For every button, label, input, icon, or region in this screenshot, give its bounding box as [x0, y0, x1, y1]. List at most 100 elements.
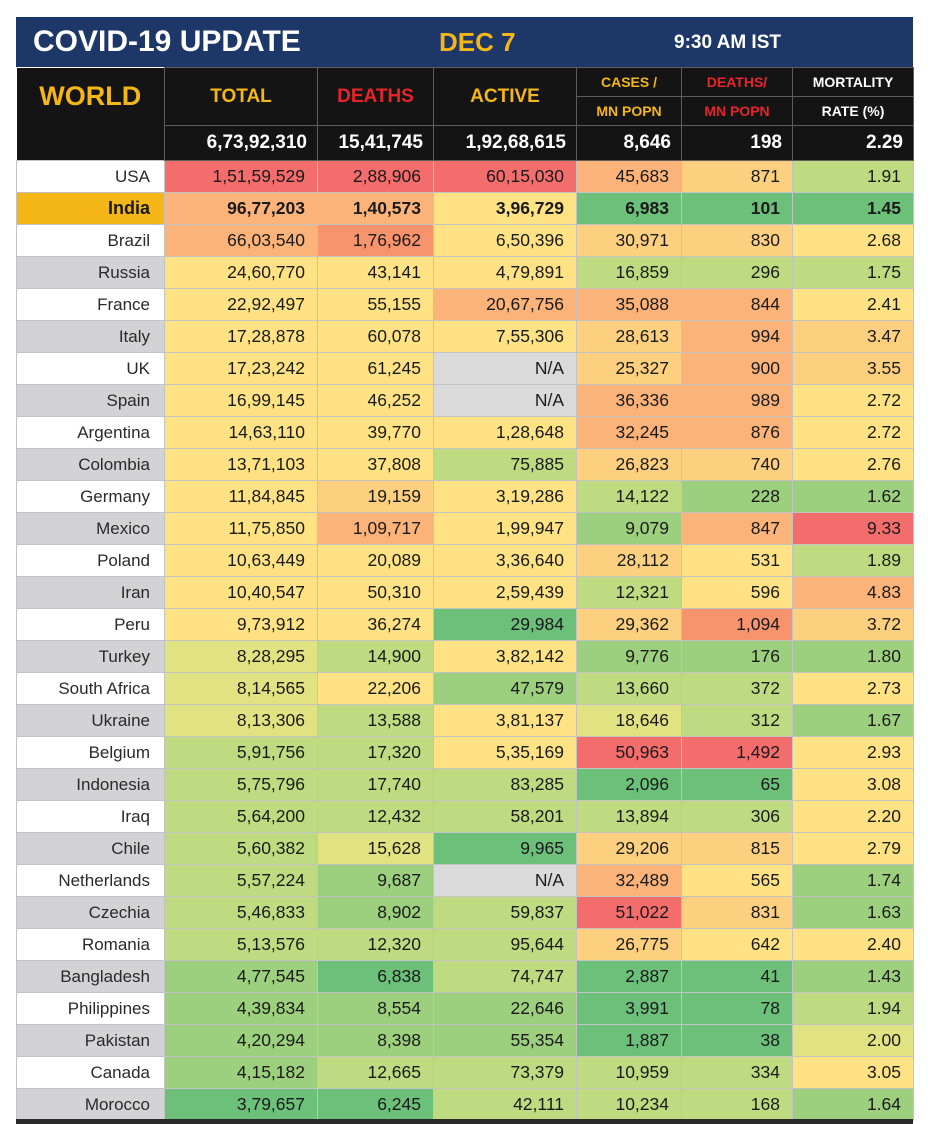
- bottom-bar: [16, 1119, 913, 1124]
- cell-cases-per-mn: 26,775: [576, 928, 682, 961]
- country-name: Belgium: [16, 736, 165, 769]
- cell-cases-per-mn: 32,489: [576, 864, 682, 897]
- country-name: Germany: [16, 480, 165, 513]
- column-header-active: ACTIVE: [433, 67, 577, 126]
- cell-deaths-per-mn: 876: [681, 416, 793, 449]
- cell-active: 1,28,648: [433, 416, 577, 449]
- table-row: Turkey 8,28,295 14,900 3,82,142 9,776 176 1.80: [16, 640, 914, 673]
- table-row: Canada 4,15,182 12,665 73,379 10,959 334 3.05: [16, 1056, 914, 1089]
- cell-deaths-per-mn: 994: [681, 320, 793, 353]
- country-name: Romania: [16, 928, 165, 961]
- cell-mortality: 2.73: [792, 672, 914, 705]
- cell-deaths: 12,432: [317, 800, 434, 833]
- cell-deaths: 6,245: [317, 1088, 434, 1121]
- cell-deaths: 1,76,962: [317, 224, 434, 257]
- cell-mortality: 2.68: [792, 224, 914, 257]
- column-header-mortality-sub: RATE (%): [792, 96, 914, 126]
- cell-total: 8,14,565: [164, 672, 318, 705]
- update-date: DEC 7: [439, 27, 516, 57]
- cell-active: 59,837: [433, 896, 577, 929]
- cell-mortality: 2.79: [792, 832, 914, 865]
- cell-total: 16,99,145: [164, 384, 318, 417]
- cell-deaths: 22,206: [317, 672, 434, 705]
- cell-cases-per-mn: 35,088: [576, 288, 682, 321]
- cell-active: 3,81,137: [433, 704, 577, 737]
- cell-active: 73,379: [433, 1056, 577, 1089]
- cell-total: 5,75,796: [164, 768, 318, 801]
- table-header: WORLD TOTAL DEATHS ACTIVE CASES / DEATHS…: [16, 67, 914, 161]
- cell-total: 11,84,845: [164, 480, 318, 513]
- update-time: 9:30 AM IST: [674, 32, 781, 53]
- cell-deaths-per-mn: 847: [681, 512, 793, 545]
- cell-total: 11,75,850: [164, 512, 318, 545]
- cell-total: 10,63,449: [164, 544, 318, 577]
- cell-deaths: 17,740: [317, 768, 434, 801]
- column-header-deaths-per-mn-sub: MN POPN: [681, 96, 793, 126]
- cell-deaths: 37,808: [317, 448, 434, 481]
- cell-mortality: 2.41: [792, 288, 914, 321]
- cell-active: 5,35,169: [433, 736, 577, 769]
- cell-deaths-per-mn: 831: [681, 896, 793, 929]
- world-totals-spacer: [16, 125, 165, 161]
- cell-mortality: 1.64: [792, 1088, 914, 1121]
- table-row: Romania 5,13,576 12,320 95,644 26,775 642 2.40: [16, 928, 914, 961]
- cell-active: 74,747: [433, 960, 577, 993]
- country-name: Mexico: [16, 512, 165, 545]
- cell-deaths: 36,274: [317, 608, 434, 641]
- country-name: Russia: [16, 256, 165, 289]
- cell-active: 95,644: [433, 928, 577, 961]
- cell-deaths: 50,310: [317, 576, 434, 609]
- cell-deaths-per-mn: 296: [681, 256, 793, 289]
- cell-active: 3,36,640: [433, 544, 577, 577]
- cell-total: 13,71,103: [164, 448, 318, 481]
- cell-cases-per-mn: 25,327: [576, 352, 682, 385]
- cell-total: 66,03,540: [164, 224, 318, 257]
- cell-mortality: 1.67: [792, 704, 914, 737]
- cell-total: 22,92,497: [164, 288, 318, 321]
- cell-deaths-per-mn: 815: [681, 832, 793, 865]
- cell-cases-per-mn: 6,983: [576, 192, 682, 225]
- cell-deaths: 1,09,717: [317, 512, 434, 545]
- cell-deaths-per-mn: 228: [681, 480, 793, 513]
- cell-mortality: 2.93: [792, 736, 914, 769]
- cell-total: 5,91,756: [164, 736, 318, 769]
- table-row: Italy 17,28,878 60,078 7,55,306 28,613 994 3.4…: [16, 320, 914, 353]
- table-row: Argentina 14,63,110 39,770 1,28,648 32,245 87…: [16, 416, 914, 449]
- cell-total: 4,77,545: [164, 960, 318, 993]
- cell-mortality: 3.05: [792, 1056, 914, 1089]
- cell-cases-per-mn: 13,660: [576, 672, 682, 705]
- country-name: Italy: [16, 320, 165, 353]
- cell-cases-per-mn: 50,963: [576, 736, 682, 769]
- cell-deaths-per-mn: 642: [681, 928, 793, 961]
- cell-mortality: 3.55: [792, 352, 914, 385]
- cell-deaths: 43,141: [317, 256, 434, 289]
- country-name: South Africa: [16, 672, 165, 705]
- cell-active: 6,50,396: [433, 224, 577, 257]
- table-row: Belgium 5,91,756 17,320 5,35,169 50,963 1,492…: [16, 736, 914, 769]
- cell-deaths-per-mn: 176: [681, 640, 793, 673]
- column-header-mortality: MORTALITY: [792, 67, 914, 97]
- cell-active: 3,96,729: [433, 192, 577, 225]
- cell-deaths: 55,155: [317, 288, 434, 321]
- cell-total: 4,20,294: [164, 1024, 318, 1057]
- cell-cases-per-mn: 1,887: [576, 1024, 682, 1057]
- cell-deaths-per-mn: 900: [681, 352, 793, 385]
- country-name: Morocco: [16, 1088, 165, 1121]
- cell-deaths-per-mn: 41: [681, 960, 793, 993]
- country-name: Turkey: [16, 640, 165, 673]
- country-name: Brazil: [16, 224, 165, 257]
- cell-cases-per-mn: 13,894: [576, 800, 682, 833]
- cell-cases-per-mn: 32,245: [576, 416, 682, 449]
- cell-deaths-per-mn: 312: [681, 704, 793, 737]
- cell-mortality: 1.80: [792, 640, 914, 673]
- cell-deaths-per-mn: 871: [681, 160, 793, 193]
- table-row: Iraq 5,64,200 12,432 58,201 13,894 306 2.20: [16, 800, 914, 833]
- cell-deaths: 46,252: [317, 384, 434, 417]
- world-cases-per-mn: 8,646: [576, 125, 682, 161]
- table-row: USA 1,51,59,529 2,88,906 60,15,030 45,683 871…: [16, 160, 914, 193]
- table-row: Germany 11,84,845 19,159 3,19,286 14,122 228 1…: [16, 480, 914, 513]
- cell-deaths-per-mn: 372: [681, 672, 793, 705]
- cell-mortality: 1.45: [792, 192, 914, 225]
- cell-deaths: 61,245: [317, 352, 434, 385]
- table-row: Colombia 13,71,103 37,808 75,885 26,823 740 2.…: [16, 448, 914, 481]
